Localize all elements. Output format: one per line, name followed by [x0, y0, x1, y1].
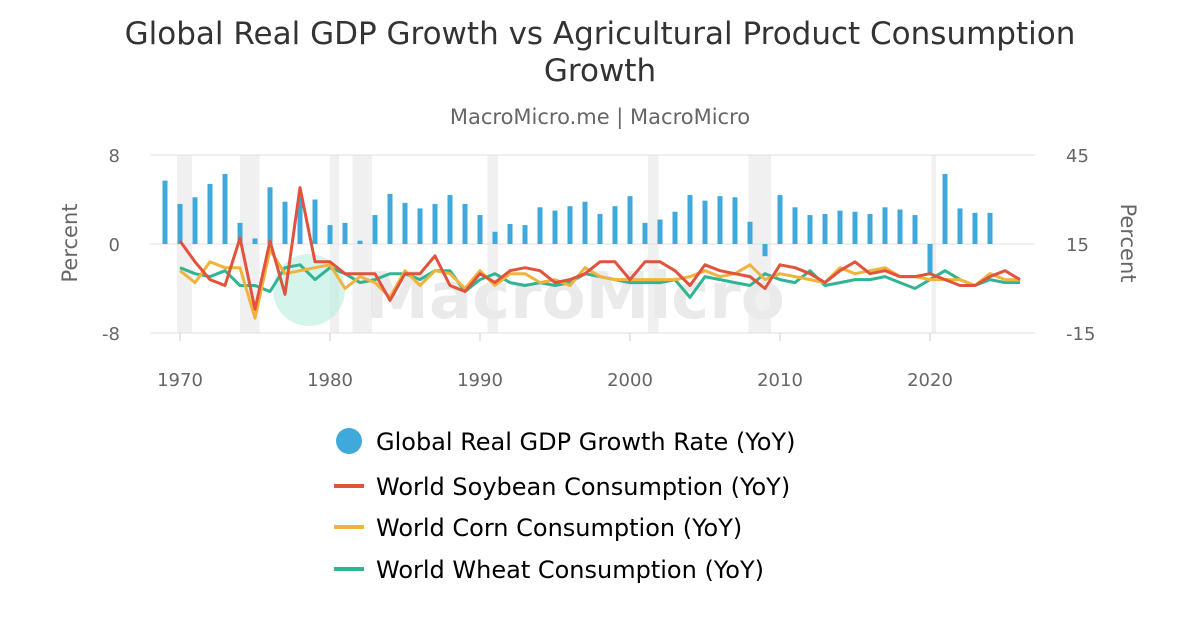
gdp-bar [717, 196, 723, 244]
gdp-bar [642, 222, 648, 244]
gdp-bar [372, 215, 378, 244]
gdp-bar [837, 210, 843, 244]
x-tick-label: 2000 [607, 370, 653, 391]
gdp-bar [627, 196, 633, 244]
right-axis-ticks: 45 15 -15 [1066, 146, 1095, 345]
left-axis-ticks: 8 0 -8 [102, 146, 120, 345]
gdp-bar [582, 201, 588, 244]
gdp-bar [672, 211, 678, 244]
right-tick-label: 45 [1066, 146, 1089, 167]
x-tick-label: 1980 [307, 370, 353, 391]
gdp-bar [477, 215, 483, 244]
gdp-bar [327, 225, 333, 244]
legend-label: Global Real GDP Growth Rate (YoY) [376, 428, 795, 456]
gdp-bar [192, 197, 198, 244]
gdp-bar [417, 208, 423, 244]
chart-title-line-1: Global Real GDP Growth vs Agricultural P… [125, 16, 1076, 52]
left-tick-label: -8 [102, 324, 120, 345]
gdp-bar [747, 221, 753, 244]
gdp-bar [357, 240, 363, 244]
legend: Global Real GDP Growth Rate (YoY) World S… [334, 428, 795, 584]
gdp-bar [567, 206, 573, 244]
gdp-bar [987, 212, 993, 244]
gdp-bar [702, 200, 708, 244]
gdp-bar [492, 231, 498, 244]
gdp-bar [897, 209, 903, 244]
left-tick-label: 0 [109, 235, 120, 256]
gdp-bar [807, 215, 813, 244]
gdp-bar [927, 244, 933, 276]
gdp-bar [912, 215, 918, 244]
gdp-bar [162, 180, 168, 244]
gdp-bar [792, 207, 798, 244]
gdp-bar [282, 201, 288, 244]
gdp-bar [657, 219, 663, 244]
right-tick-label: 15 [1066, 235, 1089, 256]
right-axis-title: Percent [1116, 203, 1140, 282]
gdp-bars [162, 173, 993, 276]
gdp-bar [732, 197, 738, 244]
gdp-bar [297, 197, 303, 244]
gdp-bar [537, 207, 543, 244]
gdp-bar [207, 183, 213, 244]
chart-titles: Global Real GDP Growth vs Agricultural P… [125, 16, 1076, 130]
chart-title-line-2: Growth [544, 53, 656, 89]
series-line-2 [179, 248, 1020, 320]
gdp-bar [252, 238, 258, 244]
chart-subtitle: MacroMicro.me | MacroMicro [450, 105, 750, 130]
right-tick-label: -15 [1066, 324, 1095, 345]
gdp-bar [597, 213, 603, 244]
gdp-bar [942, 173, 948, 244]
legend-item-1[interactable]: World Soybean Consumption (YoY) [334, 473, 790, 501]
legend-item-0[interactable]: Global Real GDP Growth Rate (YoY) [336, 428, 795, 456]
gdp-bar [867, 213, 873, 244]
gdp-bar [387, 193, 393, 244]
gdp-bar [447, 195, 453, 244]
gdp-bar [402, 202, 408, 244]
legend-label: World Corn Consumption (YoY) [376, 514, 742, 542]
x-tick-label: 1990 [457, 370, 503, 391]
series-line-1 [178, 186, 1021, 311]
legend-label: World Soybean Consumption (YoY) [376, 473, 790, 501]
legend-item-3[interactable]: World Wheat Consumption (YoY) [334, 556, 764, 584]
legend-marker [336, 428, 362, 454]
consumption-lines [178, 186, 1021, 320]
gdp-bar [342, 222, 348, 244]
gdp-bar [762, 244, 768, 257]
gdp-bar [312, 199, 318, 244]
left-tick-label: 8 [109, 146, 120, 167]
x-tick-label: 2020 [907, 370, 953, 391]
gdp-bar [687, 195, 693, 244]
gdp-bar [507, 223, 513, 244]
gdp-bar [432, 203, 438, 244]
gdp-bar [237, 222, 243, 244]
x-tick-label: 2010 [757, 370, 803, 391]
gdp-bar [777, 195, 783, 244]
x-tick-label: 1970 [157, 370, 203, 391]
gdp-bar [267, 187, 273, 244]
gdp-bar [612, 206, 618, 244]
legend-item-2[interactable]: World Corn Consumption (YoY) [334, 514, 742, 542]
gdp-bar [957, 208, 963, 244]
gdp-bar [882, 207, 888, 244]
x-axis-ticks: 1970 1980 1990 2000 2010 2020 [157, 333, 953, 391]
gdp-bar [462, 203, 468, 244]
gdp-bar [972, 212, 978, 244]
gdp-bar [177, 203, 183, 244]
gdp-bar [852, 211, 858, 244]
gdp-bar [222, 173, 228, 244]
gdp-bar [552, 210, 558, 244]
left-axis-title: Percent [58, 203, 82, 282]
legend-label: World Wheat Consumption (YoY) [376, 556, 764, 584]
gdp-bar [822, 213, 828, 244]
gdp-bar [522, 225, 528, 244]
